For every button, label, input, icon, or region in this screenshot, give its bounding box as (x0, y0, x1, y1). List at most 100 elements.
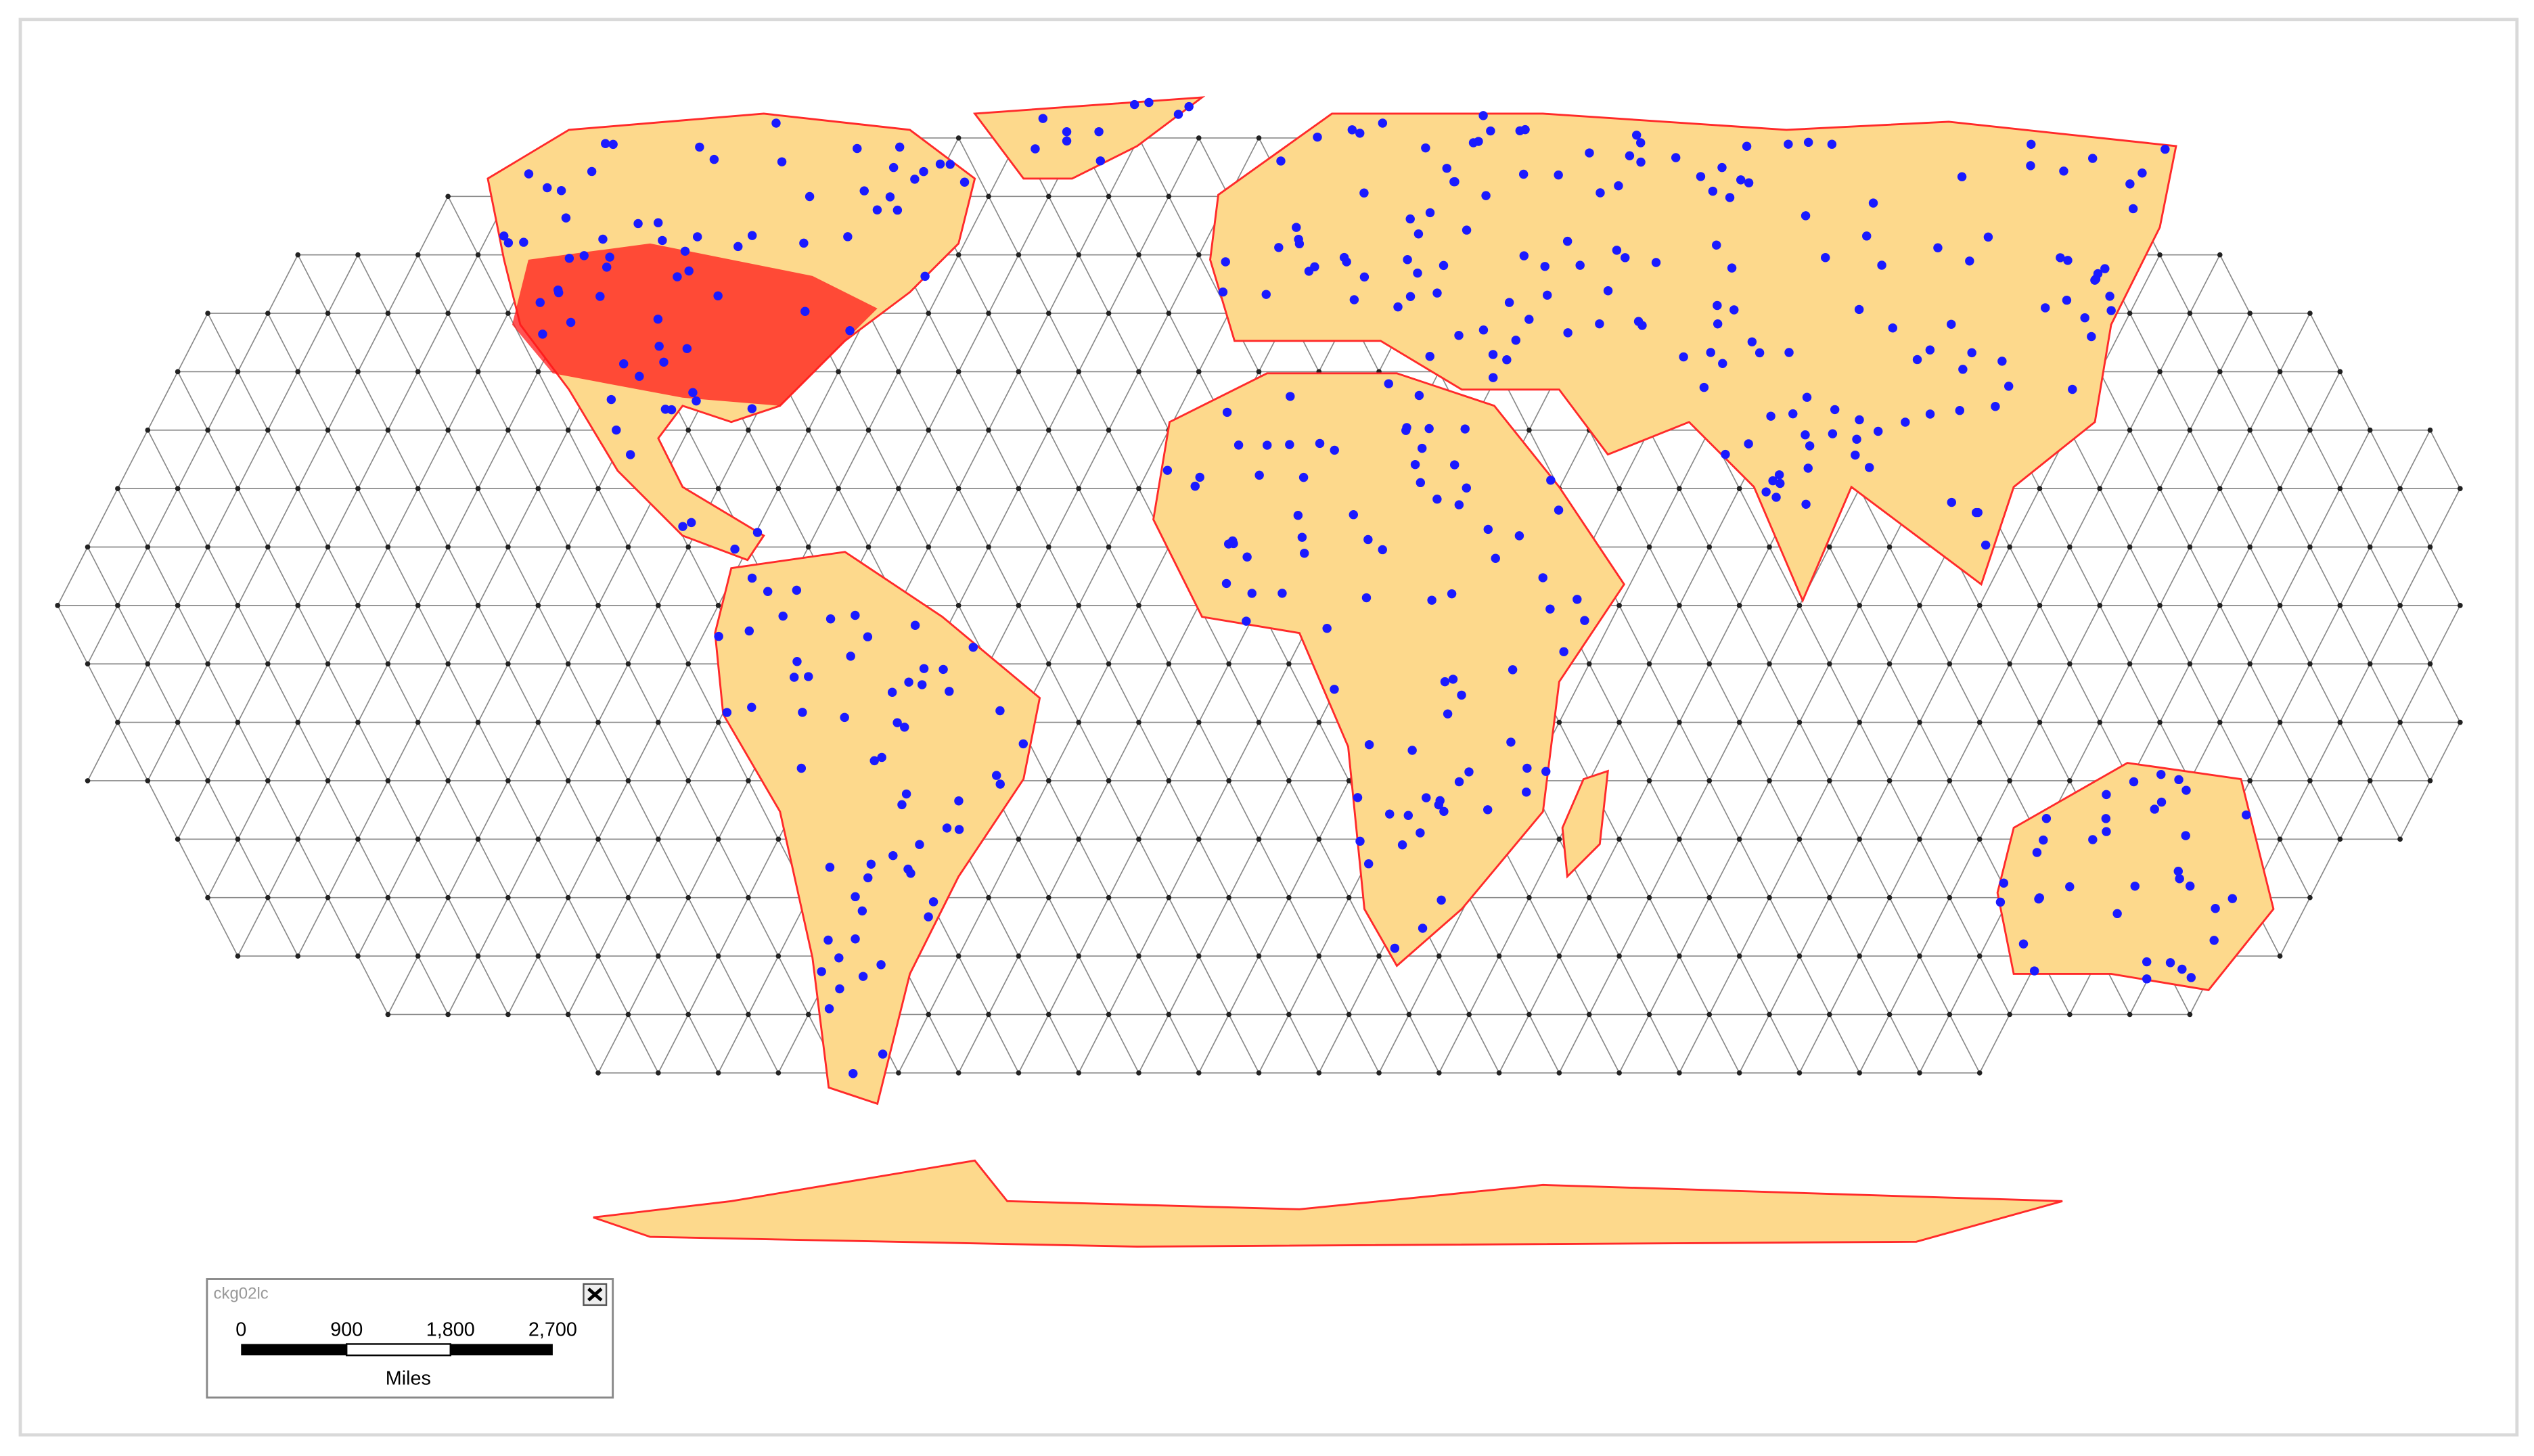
mesh-node (625, 778, 631, 783)
city (692, 232, 702, 242)
city (1830, 405, 1840, 415)
mesh-node (655, 719, 661, 725)
mesh-node (205, 311, 210, 316)
city (2150, 804, 2159, 814)
city (777, 157, 787, 166)
city (1933, 243, 1943, 252)
city (1425, 208, 1435, 218)
close-icon[interactable] (587, 1288, 603, 1302)
mesh-node (1767, 1011, 1772, 1018)
city (692, 396, 701, 406)
city (1851, 450, 1860, 460)
city (1721, 449, 1730, 459)
city (1363, 859, 1374, 869)
mesh-node (1706, 894, 1713, 901)
city (1313, 132, 1322, 142)
city (1981, 540, 1991, 550)
city (1393, 302, 1403, 312)
mesh-node (805, 1011, 811, 1018)
city (954, 825, 964, 834)
mesh-node (836, 486, 841, 491)
mesh-node (2187, 1011, 2193, 1018)
city (1518, 169, 1529, 179)
close-button[interactable] (583, 1283, 608, 1306)
city (673, 272, 682, 281)
mesh-node (1436, 1070, 1442, 1076)
city (799, 238, 809, 248)
mesh-node (896, 486, 901, 491)
city (1464, 767, 1474, 777)
city (1761, 487, 1771, 497)
city (1190, 481, 1200, 491)
city (538, 329, 547, 339)
city (653, 314, 663, 324)
madagascar (1561, 769, 1609, 879)
mesh-node (505, 427, 511, 433)
city (959, 177, 970, 187)
mesh-node (1076, 1070, 1082, 1076)
mesh-node (1256, 953, 1262, 959)
mesh-node (955, 603, 961, 608)
mesh-node (1045, 778, 1051, 783)
mesh-node (1166, 661, 1172, 667)
city (1416, 828, 1425, 838)
city (1425, 352, 1434, 361)
city (1364, 740, 1374, 750)
city (1095, 156, 1106, 166)
city (543, 183, 552, 193)
mesh-node (415, 369, 421, 375)
city (1506, 737, 1516, 747)
mesh-node (2157, 252, 2163, 258)
mesh-node (2187, 311, 2193, 316)
city (2041, 814, 2052, 823)
mesh-node (115, 719, 120, 725)
mesh-node (1016, 369, 1022, 375)
close-box[interactable] (583, 1283, 608, 1306)
city (2056, 253, 2065, 263)
mesh-node (1556, 1070, 1562, 1076)
mesh-node (1826, 778, 1832, 783)
mesh-node (1016, 252, 1022, 258)
city (2091, 274, 2101, 284)
mesh-node (2277, 369, 2283, 375)
mesh-node (2427, 427, 2433, 433)
mesh-node (2397, 719, 2403, 725)
city (800, 306, 810, 316)
mesh-node (1976, 719, 1983, 725)
city (503, 238, 514, 248)
mesh-node (295, 836, 301, 842)
mesh-node (505, 661, 511, 667)
city (1573, 595, 1582, 604)
mesh-node (115, 603, 120, 608)
mesh-node (1226, 778, 1231, 783)
city (876, 960, 886, 970)
city (1925, 409, 1935, 419)
mesh-node (145, 427, 151, 433)
mesh-node (505, 778, 511, 783)
mesh-node (625, 894, 631, 901)
city (1696, 172, 1706, 181)
mesh-node (1706, 778, 1713, 783)
city (1462, 225, 1472, 235)
city (626, 450, 635, 459)
mesh-node (1166, 778, 1172, 783)
city (1218, 287, 1228, 297)
mesh-node (1796, 603, 1803, 608)
mesh-node (2067, 778, 2073, 783)
city (2112, 909, 2122, 919)
city (945, 160, 955, 169)
city (1729, 305, 1739, 315)
scale-segment (241, 1344, 347, 1356)
city (1873, 426, 1883, 436)
mesh-node (685, 661, 692, 667)
city (1432, 494, 1442, 504)
mesh-node (1166, 194, 1172, 200)
mesh-node (475, 252, 481, 258)
mesh-node (1917, 953, 1922, 959)
mesh-node (2247, 311, 2253, 316)
mesh-node (355, 719, 361, 725)
city (885, 192, 895, 202)
mesh-node (1226, 661, 1231, 667)
mesh-node (926, 311, 932, 316)
city (888, 850, 898, 861)
